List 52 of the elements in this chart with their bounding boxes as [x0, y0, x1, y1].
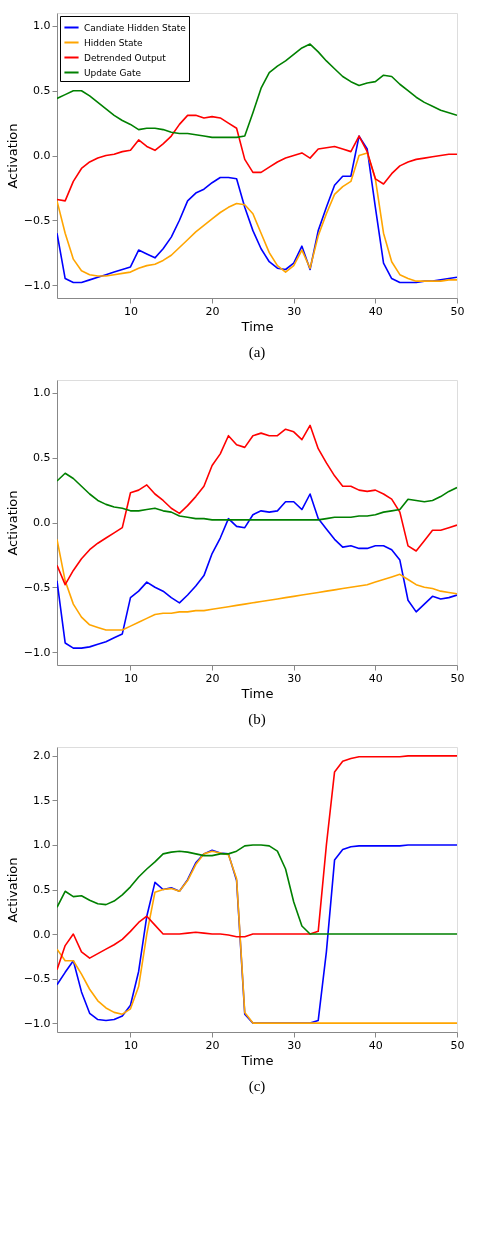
y-tick-label: −1.0	[23, 1016, 51, 1030]
x-tick-label: 50	[450, 1038, 465, 1052]
y-tick-label: 0.5	[33, 451, 51, 465]
y-tick-label: −0.5	[23, 213, 51, 227]
line-series	[57, 114, 457, 202]
legend-label: Candiate Hidden State	[84, 22, 187, 33]
y-axis-title: Activation	[4, 490, 20, 556]
y-tick-label: 0.5	[33, 84, 51, 98]
x-tick-label: 30	[287, 304, 302, 318]
legend-label: Hidden State	[84, 37, 144, 48]
y-tick-label: −1.0	[23, 278, 51, 292]
x-axis-title: Time	[240, 685, 274, 701]
x-tick-label: 50	[450, 671, 465, 685]
y-tick-label: −1.0	[23, 645, 51, 659]
x-tick-label: 30	[287, 1038, 302, 1052]
x-tick-label: 10	[123, 1038, 138, 1052]
y-tick-label: 0.0	[33, 927, 51, 941]
x-tick-label: 20	[205, 1038, 220, 1052]
x-tick-label: 20	[205, 304, 220, 318]
line-series	[57, 844, 457, 935]
y-axis-title: Activation	[4, 123, 20, 189]
line-series	[57, 538, 457, 631]
y-tick-label: 2.0	[33, 749, 51, 763]
line-series	[57, 755, 457, 971]
x-tick-label: 50	[450, 304, 465, 318]
x-tick-label: 30	[287, 671, 302, 685]
legend-label: Update Gate	[84, 67, 142, 78]
legend-label: Detrended Output	[84, 52, 167, 63]
x-axis-title: Time	[240, 318, 274, 334]
line-series	[57, 493, 457, 649]
y-tick-label: 1.0	[33, 838, 51, 852]
x-tick-label: 40	[368, 304, 383, 318]
y-tick-label: 1.0	[33, 386, 51, 400]
text: (a)	[248, 344, 266, 361]
x-axis-title: Time	[240, 1052, 274, 1068]
x-tick-label: 40	[368, 671, 383, 685]
x-tick-label: 10	[123, 304, 138, 318]
y-tick-label: 0.5	[33, 883, 51, 896]
x-tick-label: 40	[368, 1038, 383, 1052]
y-tick-label: 0.0	[33, 149, 51, 162]
y-tick-label: 0.0	[33, 516, 51, 529]
y-tick-label: −0.5	[23, 580, 51, 594]
y-tick-label: −0.5	[23, 972, 51, 986]
y-tick-label: 1.5	[33, 793, 51, 807]
y-tick-label: 1.0	[33, 19, 51, 33]
y-axis-title: Activation	[4, 857, 20, 923]
x-tick-label: 10	[123, 671, 138, 685]
x-tick-label: 20	[205, 671, 220, 685]
text: (c)	[248, 1078, 266, 1095]
text: (b)	[248, 711, 266, 728]
line-series	[57, 472, 457, 521]
line-series	[57, 424, 457, 586]
